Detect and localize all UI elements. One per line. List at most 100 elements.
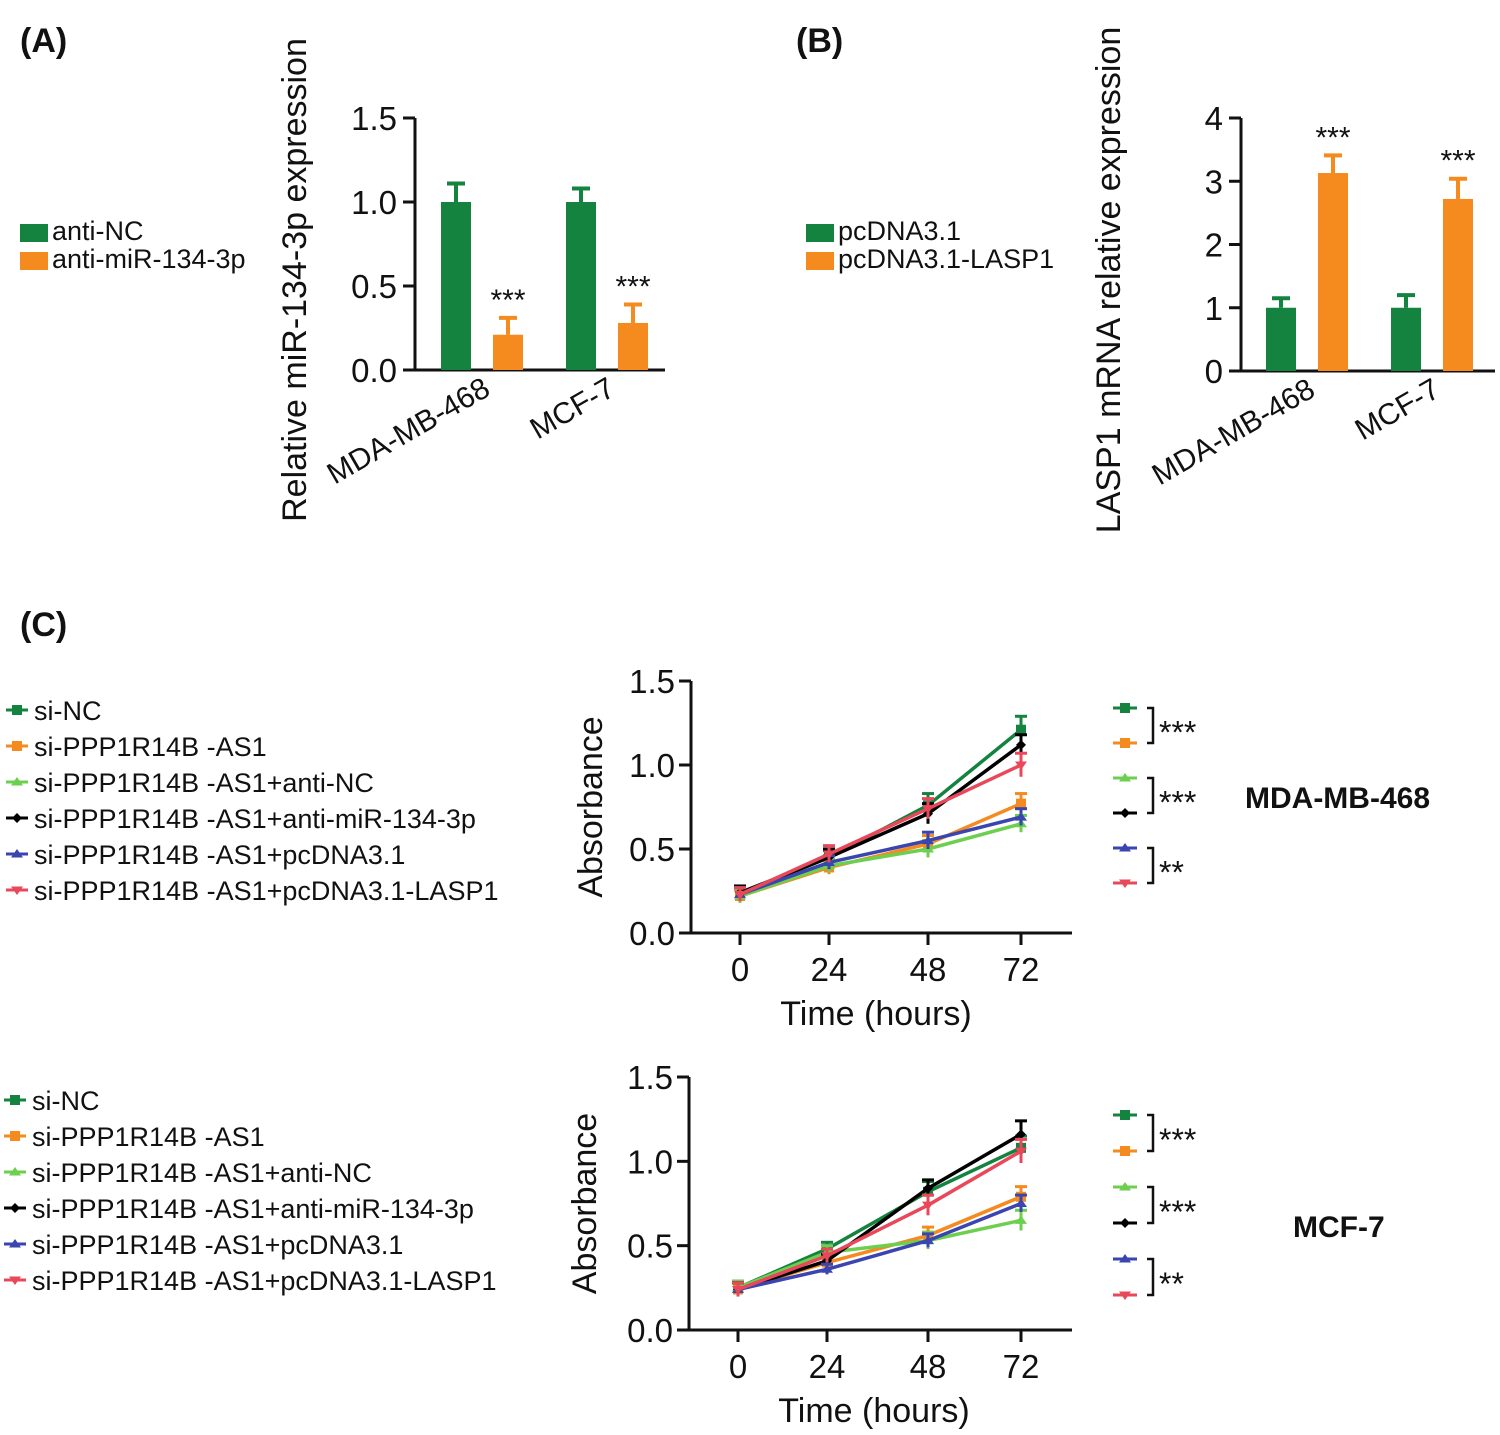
marker-square xyxy=(1016,724,1026,735)
marker-diamond xyxy=(12,813,22,823)
marker-triangle xyxy=(1119,1182,1131,1191)
marker-diamond xyxy=(923,1183,933,1194)
series-line xyxy=(737,1149,1022,1292)
significance-marker: ** xyxy=(1159,855,1184,891)
legend-label: anti-NC xyxy=(52,216,144,246)
y-tick-label: 0.5 xyxy=(629,831,675,868)
marker-triangle xyxy=(1015,1198,1027,1207)
significance-marker: *** xyxy=(1159,1122,1196,1158)
marker-triangle xyxy=(1119,773,1131,782)
legend-label: pcDNA3.1 xyxy=(838,216,961,246)
y-tick-label: 0 xyxy=(1205,353,1223,390)
line-chart-mcf7: 0.0 0.5 1.0 1.5 0 24 48 72 Time (hours) Absorbanc… xyxy=(4,1059,1196,1430)
legend-swatch xyxy=(20,224,48,242)
bar xyxy=(493,334,523,370)
sig-bracket xyxy=(1147,776,1155,815)
marker-square xyxy=(1120,703,1130,713)
marker-square xyxy=(12,705,22,715)
x-tick-label: 24 xyxy=(809,1348,846,1385)
y-tick-label: 2 xyxy=(1205,227,1223,264)
significance-marker: *** xyxy=(1159,1194,1196,1230)
significance-marker: *** xyxy=(1315,121,1350,154)
marker-diamond xyxy=(1016,1129,1026,1140)
legend-label: anti-miR-134-3p xyxy=(52,244,246,274)
marker-triangle xyxy=(11,777,23,786)
legend-label: si-PPP1R14B -AS1+pcDNA3.1 xyxy=(34,840,405,870)
marker-triangle-down xyxy=(1015,1147,1027,1157)
y-axis-label: LASP1 mRNA relative expression xyxy=(1090,27,1128,533)
series-line xyxy=(737,1146,1022,1290)
x-tick-label: 24 xyxy=(811,951,848,988)
y-tick-label: 1.5 xyxy=(629,663,675,700)
series-line xyxy=(739,728,1023,896)
marker-triangle-down xyxy=(11,886,23,895)
y-axis-label: Absorbance xyxy=(572,716,610,897)
marker-triangle-down xyxy=(922,805,934,814)
bar xyxy=(441,202,471,370)
x-tick-label: 72 xyxy=(1003,951,1040,988)
series-line xyxy=(739,822,1022,898)
significance-marker: *** xyxy=(1440,145,1475,178)
significance-marker: *** xyxy=(1159,715,1196,751)
marker-triangle xyxy=(11,849,23,858)
bar xyxy=(1391,307,1421,371)
bar xyxy=(566,202,596,370)
series-line xyxy=(737,1218,1022,1290)
legend-label: si-PPP1R14B -AS1+pcDNA3.1-LASP1 xyxy=(32,1266,496,1296)
legend-label: si-PPP1R14B -AS1 xyxy=(34,732,267,762)
marker-diamond xyxy=(1120,808,1130,818)
x-tick-label: 72 xyxy=(1003,1348,1040,1385)
y-tick-label: 1 xyxy=(1205,290,1223,327)
sig-bracket xyxy=(1147,1113,1155,1153)
category-label: MDA-MB-468 xyxy=(1147,372,1321,491)
y-axis-label: Absorbance xyxy=(566,1113,604,1294)
marker-square xyxy=(12,741,22,751)
y-tick-label: 3 xyxy=(1205,163,1223,200)
legend-label: si-PPP1R14B -AS1 xyxy=(32,1122,265,1152)
marker-triangle-down xyxy=(9,1276,21,1285)
sig-bracket xyxy=(1147,1185,1155,1225)
legend-swatch xyxy=(806,224,834,242)
marker-triangle xyxy=(922,835,934,845)
marker-triangle xyxy=(1015,1215,1027,1224)
x-axis-label: Time (hours) xyxy=(778,1392,969,1430)
x-tick-label: 0 xyxy=(731,951,749,988)
y-tick-label: 0.0 xyxy=(351,352,397,389)
y-tick-label: 0.0 xyxy=(629,915,675,952)
y-tick-label: 1.5 xyxy=(351,100,397,137)
y-tick-label: 0.5 xyxy=(627,1228,673,1265)
bar xyxy=(1318,173,1348,371)
marker-square xyxy=(1120,1146,1130,1156)
category-label: MDA-MB-468 xyxy=(322,371,496,490)
marker-square xyxy=(1120,738,1130,748)
marker-triangle-down xyxy=(732,1286,744,1295)
y-tick-label: 1.5 xyxy=(627,1059,673,1096)
marker-triangle-down xyxy=(1119,879,1131,888)
cell-line-label-mcf7: MCF-7 xyxy=(1293,1211,1385,1244)
y-tick-label: 0.0 xyxy=(627,1312,673,1349)
legend-label: si-PPP1R14B -AS1+anti-miR-134-3p xyxy=(34,804,476,834)
marker-square xyxy=(1120,1110,1130,1120)
bar-chart-b: 0 1 2 3 4 LASP1 mRNA relative expression *** MD… xyxy=(806,27,1495,533)
series-line xyxy=(737,1132,1022,1292)
marker-triangle xyxy=(9,1239,21,1248)
marker-triangle-down xyxy=(922,1201,934,1211)
legend-label: si-PPP1R14B -AS1+anti-NC xyxy=(32,1158,372,1188)
cell-line-label-mda: MDA-MB-468 xyxy=(1245,782,1430,815)
marker-triangle-down xyxy=(734,890,746,900)
marker-triangle xyxy=(1119,1254,1131,1263)
marker-square xyxy=(10,1095,20,1105)
legend-label: si-PPP1R14B -AS1+anti-NC xyxy=(34,768,374,798)
bar xyxy=(1266,307,1296,371)
sig-bracket xyxy=(1147,1257,1155,1297)
marker-triangle-down xyxy=(821,1252,833,1261)
panel-label-a: (A) xyxy=(20,22,67,60)
legend-label: si-NC xyxy=(34,696,102,726)
legend-label: si-PPP1R14B -AS1+pcDNA3.1 xyxy=(32,1230,403,1260)
legend-label: si-NC xyxy=(32,1086,100,1116)
line-chart-mda: 0.0 0.5 1.0 1.5 0 24 48 72 Time (hours) Absorbanc… xyxy=(6,663,1196,1033)
category-label: MCF-7 xyxy=(1350,372,1446,446)
marker-triangle xyxy=(821,1264,833,1273)
legend-label: si-PPP1R14B -AS1+anti-miR-134-3p xyxy=(32,1194,474,1224)
